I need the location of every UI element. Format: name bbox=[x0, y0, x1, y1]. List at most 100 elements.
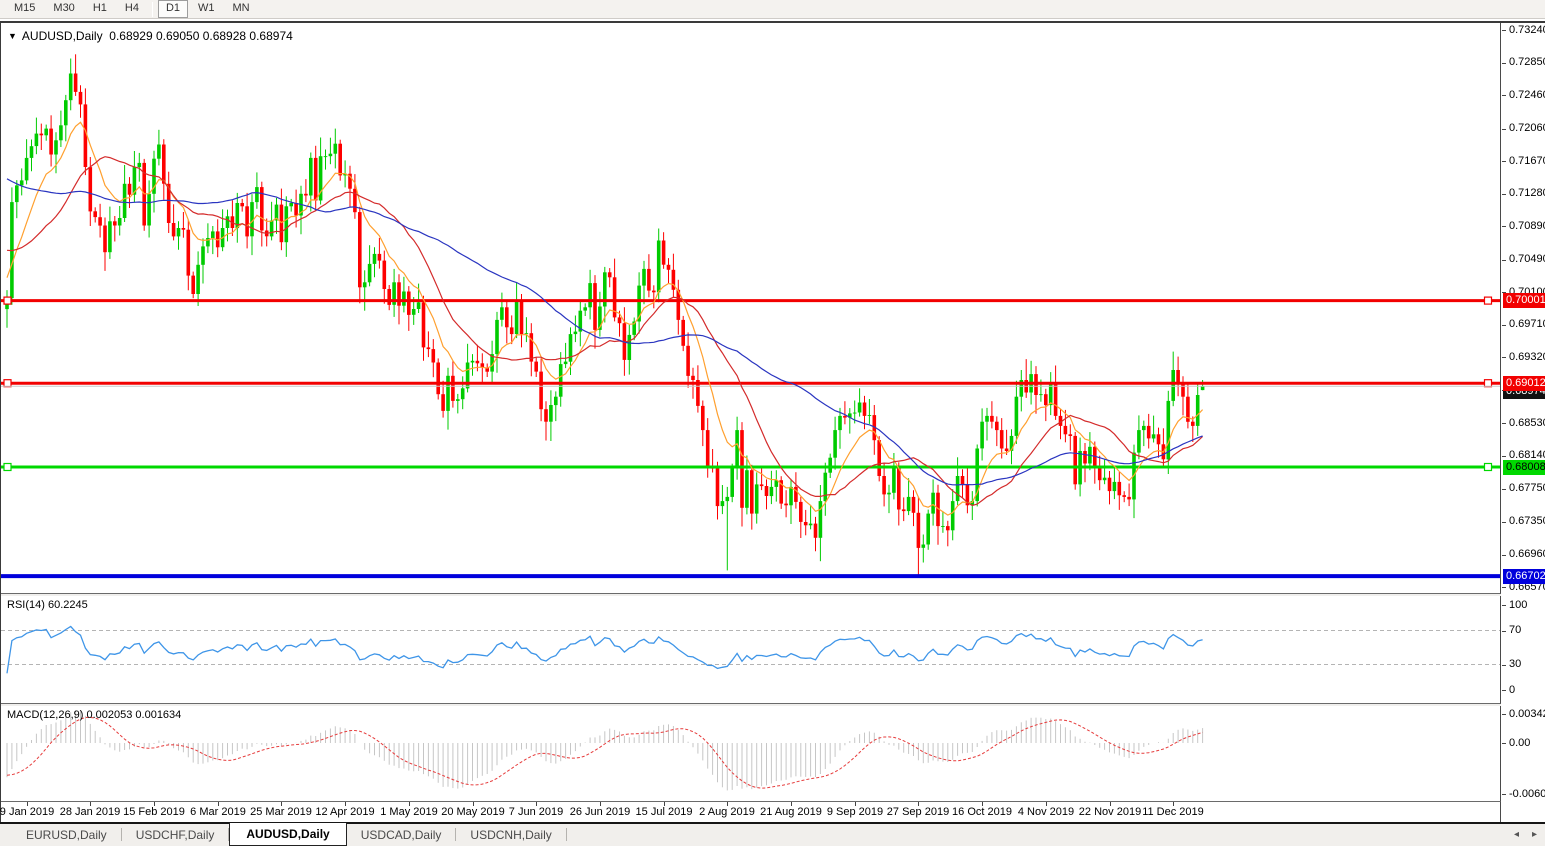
price-line-badge[interactable]: 0.68008 bbox=[1503, 460, 1545, 475]
date-axis-tick bbox=[154, 802, 155, 806]
date-axis-label: 9 Jan 2019 bbox=[0, 806, 55, 818]
date-axis-tick bbox=[536, 802, 537, 806]
chart-tab-audusd[interactable]: AUDUSD,Daily bbox=[229, 823, 347, 846]
date-axis-label: 15 Jul 2019 bbox=[635, 806, 693, 818]
rsi-chart-canvas[interactable] bbox=[1, 596, 1500, 703]
axis-tick bbox=[1502, 95, 1506, 96]
rsi-axis-label: 0 bbox=[1509, 684, 1516, 696]
macd-histogram bbox=[6, 710, 1204, 791]
axis-tick bbox=[1502, 743, 1506, 744]
tab-divider bbox=[565, 828, 567, 841]
chart-tab-usdchf[interactable]: USDCHF,Daily bbox=[135, 828, 215, 842]
axis-tick bbox=[1502, 555, 1506, 556]
date-axis-tick bbox=[918, 802, 919, 806]
chart-tab-strip: EURUSD,Daily USDCHF,Daily AUDUSD,Daily USDC… bbox=[0, 823, 1545, 846]
tab-divider bbox=[120, 828, 122, 841]
rsi-pane[interactable]: RSI(14) 60.2245 bbox=[1, 596, 1501, 704]
date-axis-label: 15 Feb 2019 bbox=[123, 806, 185, 818]
timeframe-button-mn[interactable]: MN bbox=[232, 2, 250, 14]
date-axis-label: 2 Aug 2019 bbox=[699, 806, 755, 818]
candlestick-series bbox=[5, 54, 1205, 577]
axis-tick bbox=[1502, 260, 1506, 261]
line-drag-handle[interactable] bbox=[1483, 462, 1493, 472]
line-drag-handle[interactable] bbox=[3, 296, 12, 305]
axis-tick bbox=[1502, 423, 1506, 424]
timeframe-button-h4[interactable]: H4 bbox=[124, 2, 139, 14]
date-axis-label: 11 Dec 2019 bbox=[1142, 806, 1204, 818]
rsi-axis-label: 30 bbox=[1509, 658, 1522, 670]
chart-tab-usdcad[interactable]: USDCAD,Daily bbox=[360, 828, 442, 842]
axis-tick bbox=[1502, 587, 1506, 588]
tab-scroll-left-arrow[interactable]: ◂ bbox=[1513, 829, 1519, 840]
macd-chart-canvas[interactable] bbox=[1, 706, 1500, 801]
pane-separator[interactable] bbox=[1, 704, 1501, 706]
price-axis[interactable]: 0.73240 0.72850 0.72460 0.72060 0.71670 0.712… bbox=[1502, 23, 1545, 822]
date-axis-tick bbox=[664, 802, 665, 806]
date-axis-tick bbox=[409, 802, 410, 806]
price-line-badge[interactable]: 0.69012 bbox=[1503, 376, 1545, 391]
chart-ohlc-values: 0.68929 0.69050 0.68928 0.68974 bbox=[109, 29, 293, 43]
date-axis-label: 1 May 2019 bbox=[380, 806, 438, 818]
date-axis-label: 26 Jun 2019 bbox=[569, 806, 631, 818]
line-drag-handle[interactable] bbox=[3, 379, 12, 388]
horizontal-lines-layer[interactable] bbox=[1, 296, 1500, 579]
timeframe-button-w1[interactable]: W1 bbox=[198, 2, 215, 14]
price-axis-label: 0.72060 bbox=[1509, 122, 1545, 134]
price-axis-label: 0.66960 bbox=[1509, 548, 1545, 560]
price-line-badge[interactable]: 0.66702 bbox=[1503, 569, 1545, 584]
axis-tick bbox=[1502, 714, 1506, 715]
tab-scroll-right-arrow[interactable]: ▸ bbox=[1531, 829, 1537, 840]
chart-symbol-label: AUDUSD,Daily bbox=[21, 29, 103, 43]
ma-line-medium bbox=[6, 156, 1204, 507]
date-axis-label: 25 Mar 2019 bbox=[250, 806, 312, 818]
timeframe-button-h1[interactable]: H1 bbox=[92, 2, 107, 14]
axis-tick bbox=[1502, 129, 1506, 130]
axis-tick bbox=[1502, 489, 1506, 490]
axis-tick bbox=[1502, 161, 1506, 162]
collapse-arrow-icon[interactable]: ▼ bbox=[8, 31, 17, 41]
date-axis-label: 20 May 2019 bbox=[441, 806, 505, 818]
macd-axis-label: -0.006069 bbox=[1509, 788, 1545, 800]
toolbar-divider bbox=[151, 1, 153, 17]
line-drag-handle[interactable] bbox=[3, 462, 12, 472]
price-axis-label: 0.66570 bbox=[1509, 581, 1545, 593]
macd-indicator-label: MACD(12,26,9) 0.002053 0.001634 bbox=[7, 709, 182, 721]
line-drag-handle[interactable] bbox=[1483, 296, 1493, 305]
date-axis-label: 21 Aug 2019 bbox=[760, 806, 822, 818]
date-axis-tick bbox=[281, 802, 282, 806]
price-axis-label: 0.71280 bbox=[1509, 187, 1545, 199]
date-axis-label: 28 Jan 2019 bbox=[59, 806, 121, 818]
price-axis-label: 0.67750 bbox=[1509, 482, 1545, 494]
date-axis-tick bbox=[473, 802, 474, 806]
line-drag-handle[interactable] bbox=[1483, 379, 1493, 388]
date-axis-tick bbox=[855, 802, 856, 806]
date-axis-tick bbox=[27, 802, 28, 806]
macd-pane[interactable]: MACD(12,26,9) 0.002053 0.001634 bbox=[1, 706, 1501, 802]
date-axis-tick bbox=[982, 802, 983, 806]
date-axis-label: 9 Sep 2019 bbox=[826, 806, 884, 818]
timeframe-button-d1[interactable]: D1 bbox=[157, 0, 188, 18]
chart-tab-eurusd[interactable]: EURUSD,Daily bbox=[26, 828, 107, 842]
axis-tick bbox=[1502, 665, 1506, 666]
chart-title: ▼ AUDUSD,Daily 0.68929 0.69050 0.68928 0.… bbox=[8, 29, 293, 43]
pane-separator[interactable] bbox=[1, 594, 1501, 596]
price-axis-label: 0.72460 bbox=[1509, 89, 1545, 101]
price-line-badge[interactable]: 0.70001 bbox=[1503, 293, 1545, 308]
axis-tick bbox=[1502, 63, 1506, 64]
timeframe-button-m30[interactable]: M30 bbox=[53, 2, 75, 14]
chart-window: ▼ AUDUSD,Daily 0.68929 0.69050 0.68928 0.… bbox=[0, 21, 1545, 822]
axis-tick bbox=[1502, 325, 1506, 326]
rsi-axis-label: 100 bbox=[1509, 599, 1528, 611]
date-axis-tick bbox=[1173, 802, 1174, 806]
price-axis-label: 0.73240 bbox=[1509, 24, 1545, 36]
price-chart-canvas[interactable] bbox=[1, 23, 1500, 593]
date-axis-tick bbox=[90, 802, 91, 806]
date-axis-tick bbox=[345, 802, 346, 806]
timeframe-button-m15[interactable]: M15 bbox=[14, 2, 36, 14]
macd-signal-line bbox=[6, 716, 1203, 789]
chart-tab-usdcnh[interactable]: USDCNH,Daily bbox=[470, 828, 552, 842]
date-axis-label: 27 Sep 2019 bbox=[886, 806, 950, 818]
price-axis-label: 0.71670 bbox=[1509, 155, 1545, 167]
price-pane[interactable]: ▼ AUDUSD,Daily 0.68929 0.69050 0.68928 0.… bbox=[1, 23, 1501, 594]
date-axis[interactable]: 9 Jan 2019 28 Jan 2019 15 Feb 2019 6 Mar 20… bbox=[0, 802, 1501, 822]
